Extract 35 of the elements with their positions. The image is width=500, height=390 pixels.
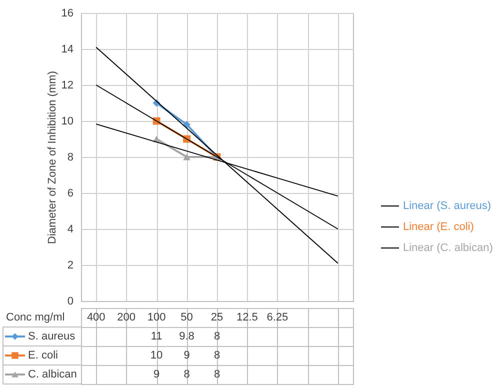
x-tick-label: 50 (180, 312, 193, 324)
data-label: 9 (153, 368, 160, 380)
data-label: 8 (214, 368, 220, 380)
x-tick-label: 6.25 (266, 312, 288, 324)
x-tick-label: 200 (117, 312, 136, 324)
y-tick-label: 6 (67, 188, 74, 200)
legend-label: Linear (C. albican) (403, 242, 493, 254)
x-tick-label: 100 (147, 312, 166, 324)
y-tick-label: 10 (61, 116, 74, 128)
y-tick-label: 16 (61, 8, 74, 20)
point (183, 154, 190, 160)
data-label: 9.8 (179, 330, 194, 342)
legend-label: Linear (S. aureus) (403, 200, 492, 212)
y-tick-label: 2 (67, 260, 74, 272)
y-tick-label: 12 (61, 80, 74, 92)
data-label: 8 (214, 350, 220, 362)
x-tick-label: 400 (86, 312, 106, 324)
legend-label: S. aureus (28, 330, 76, 342)
legend-label: Linear (E. coli) (403, 220, 474, 233)
x-tick-label: 25 (210, 312, 224, 324)
data-label: 8 (184, 368, 190, 380)
y-tick-label: 4 (67, 224, 74, 236)
data-label: 11 (150, 330, 162, 342)
data-label: 10 (150, 350, 163, 362)
x-tick-label: 12.5 (236, 312, 258, 324)
legend-label: E. coli (28, 350, 58, 362)
y-tick-label: 8 (67, 152, 74, 164)
legend-label: C. albican (28, 368, 77, 380)
y-tick-label: 0 (67, 296, 74, 308)
line-series (96, 46, 338, 264)
data-label: 9 (184, 350, 190, 362)
y-tick-label: 14 (61, 44, 74, 56)
y-axis-title: Diameter of Zone of Inhibition (mm) (46, 70, 58, 244)
x-axis-title: Conc mg/ml (6, 312, 65, 324)
data-label: 8 (214, 330, 220, 342)
